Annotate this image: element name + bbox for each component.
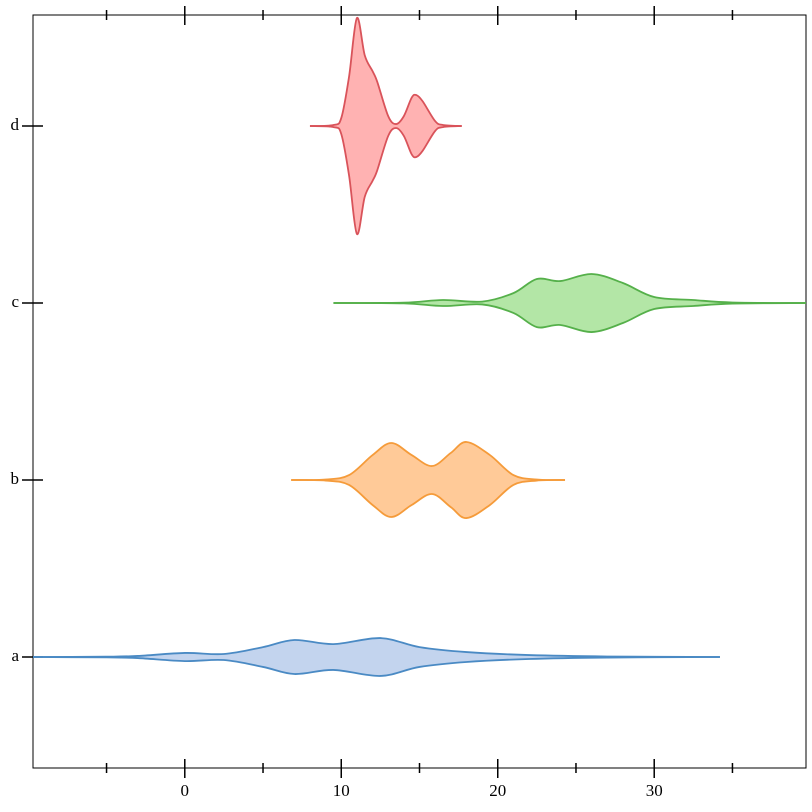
- violin-upper: [291, 441, 566, 481]
- x-tick-label: 20: [489, 781, 506, 800]
- x-tick-label: 30: [646, 781, 663, 800]
- violin-upper: [333, 273, 807, 304]
- violin-lower: [32, 656, 720, 677]
- violin-lower: [309, 125, 462, 235]
- violin-lower: [291, 479, 566, 519]
- x-tick-label: 0: [181, 781, 190, 800]
- y-tick-label: b: [11, 469, 20, 488]
- violin-upper: [309, 17, 462, 127]
- y-tick-label: d: [11, 115, 20, 134]
- y-tick-label: c: [11, 292, 19, 311]
- violin-lower: [333, 302, 807, 333]
- x-tick-label: 10: [333, 781, 350, 800]
- violin-upper: [32, 637, 720, 658]
- y-tick-label: a: [11, 646, 19, 665]
